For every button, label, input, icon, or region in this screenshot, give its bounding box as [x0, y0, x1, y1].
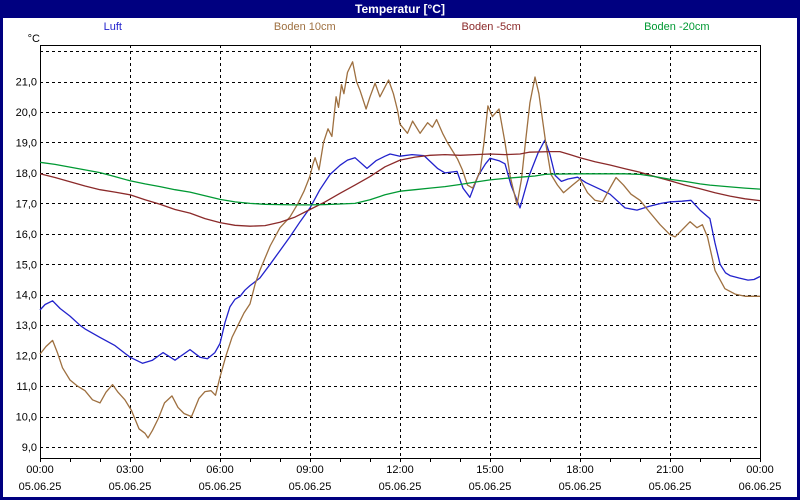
svg-text:05.06.25: 05.06.25: [289, 481, 332, 493]
svg-text:11,0: 11,0: [16, 381, 37, 393]
svg-text:05.06.25: 05.06.25: [19, 481, 62, 493]
series-boden-20cm: [39, 161, 761, 206]
series-boden-10cm: [39, 61, 760, 439]
svg-text:05.06.25: 05.06.25: [379, 481, 422, 493]
svg-text:19,0: 19,0: [16, 137, 37, 149]
svg-text:13,0: 13,0: [16, 320, 37, 332]
chart-title: Temperatur [°C]: [355, 2, 445, 16]
svg-text:05.06.25: 05.06.25: [199, 481, 242, 493]
series-boden-5cm: [39, 150, 761, 227]
svg-text:05.06.25: 05.06.25: [469, 481, 512, 493]
svg-text:10,0: 10,0: [16, 412, 37, 424]
svg-text:21,0: 21,0: [16, 77, 37, 89]
svg-text:12:00: 12:00: [386, 464, 414, 476]
svg-text:00:00: 00:00: [26, 464, 54, 476]
legend-item-boden-20cm: Boden -20cm: [644, 21, 710, 33]
svg-text:12,0: 12,0: [16, 351, 37, 363]
svg-text:18:00: 18:00: [566, 464, 594, 476]
svg-text:00:00: 00:00: [746, 464, 774, 476]
svg-text:05.06.25: 05.06.25: [559, 481, 602, 493]
svg-text:05.06.25: 05.06.25: [649, 481, 692, 493]
svg-text:17,0: 17,0: [16, 198, 37, 210]
svg-text:05.06.25: 05.06.25: [109, 481, 152, 493]
svg-text:21:00: 21:00: [656, 464, 684, 476]
svg-text:15:00: 15:00: [476, 464, 504, 476]
svg-text:14,0: 14,0: [16, 290, 37, 302]
svg-text:09:00: 09:00: [296, 464, 324, 476]
svg-text:18,0: 18,0: [16, 168, 37, 180]
y-axis-unit-label: °C: [27, 33, 40, 45]
legend-item-boden-10cm: Boden 10cm: [273, 21, 336, 33]
gridlines: [40, 45, 760, 458]
svg-text:06.06.25: 06.06.25: [739, 481, 782, 493]
svg-text:15,0: 15,0: [16, 259, 37, 271]
svg-text:03:00: 03:00: [116, 464, 144, 476]
x-axis-ticks: [40, 458, 761, 462]
series-luft: [39, 139, 761, 364]
title-bar: Temperatur [°C]: [0, 0, 800, 18]
legend-item-boden-5cm: Boden -5cm: [461, 21, 521, 33]
legend: Luft Boden 10cm Boden -5cm Boden -20cm: [0, 21, 800, 36]
legend-item-luft: Luft: [103, 21, 122, 33]
svg-text:20,0: 20,0: [16, 107, 37, 119]
y-axis-labels: 9,0 10,0 11,0 12,0 13,0 14,0 15,0 16,0 17,0 18,0 1…: [16, 77, 37, 454]
svg-text:9,0: 9,0: [22, 442, 37, 454]
x-axis-labels: 00:00 05.06.25 03:00 05.06.25 06:00 05.06.25 0…: [19, 464, 782, 493]
svg-text:16,0: 16,0: [16, 229, 37, 241]
svg-text:06:00: 06:00: [206, 464, 234, 476]
